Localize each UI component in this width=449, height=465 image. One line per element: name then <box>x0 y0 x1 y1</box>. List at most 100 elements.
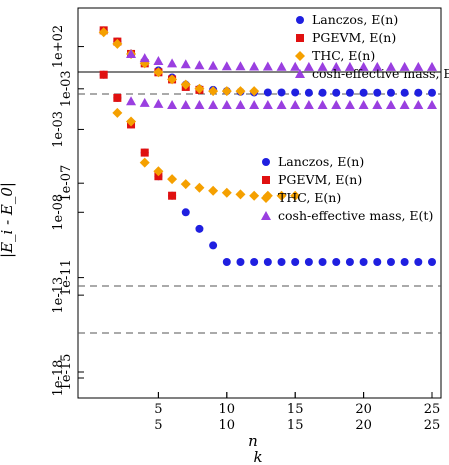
data-point <box>427 99 437 109</box>
legend: Lanczos, E(n) PGEVM, E(n) THC, E(n) cosh-ef… <box>295 12 449 81</box>
legend-marker <box>261 193 271 203</box>
x-tick-label: 5 <box>154 418 162 433</box>
legend-entry: cosh-effective mass, E(t) <box>312 66 449 81</box>
data-point <box>373 88 382 97</box>
data-point <box>235 61 246 71</box>
data-point <box>262 99 273 109</box>
data-point <box>318 88 327 97</box>
data-point <box>209 241 218 250</box>
data-point <box>98 27 109 38</box>
data-point <box>263 88 272 97</box>
data-point <box>386 88 395 97</box>
data-point <box>399 99 410 109</box>
data-point <box>180 59 191 69</box>
data-point <box>221 86 232 97</box>
data-point <box>208 86 219 97</box>
data-point <box>344 99 355 109</box>
data-point <box>221 99 232 109</box>
data-point <box>290 190 301 201</box>
data-point <box>181 208 190 217</box>
legend-marker <box>262 176 270 184</box>
data-point <box>139 97 150 107</box>
data-point <box>400 88 409 97</box>
y-tick-label: 1e-13 <box>51 277 66 314</box>
data-point <box>221 61 232 71</box>
data-point <box>386 258 395 266</box>
data-point <box>139 53 150 63</box>
data-point <box>345 258 354 266</box>
data-point <box>331 99 342 109</box>
data-point <box>331 61 342 71</box>
series-1-2 <box>112 107 301 201</box>
data-point <box>112 38 123 49</box>
data-point <box>167 74 178 85</box>
data-point <box>277 88 286 97</box>
x-tick-label: 10 <box>219 402 236 417</box>
legend-marker <box>295 69 305 78</box>
data-point <box>153 166 164 177</box>
data-point <box>413 61 424 71</box>
y-tick-label: 1e-03 <box>59 70 74 107</box>
data-point <box>99 70 108 79</box>
data-point <box>167 58 178 68</box>
data-point <box>290 61 301 71</box>
legend-marker <box>296 16 304 24</box>
data-point <box>153 67 164 78</box>
x-tick-label: 25 <box>424 402 441 417</box>
data-point <box>276 61 287 71</box>
data-point <box>317 99 328 109</box>
data-point <box>139 157 150 168</box>
data-point <box>372 99 383 109</box>
data-point <box>208 185 219 196</box>
data-point <box>249 99 260 109</box>
data-point <box>168 191 177 200</box>
data-point <box>276 190 287 201</box>
data-point <box>385 61 396 71</box>
data-point <box>250 258 259 266</box>
legend-entry: PGEVM, E(n) <box>312 30 396 45</box>
legend-marker <box>295 51 305 61</box>
legend-entry: THC, E(n) <box>278 190 341 205</box>
data-point <box>126 96 137 106</box>
x-tick-label: 15 <box>287 418 304 433</box>
x-tick-label: 20 <box>355 418 372 433</box>
data-point <box>304 88 313 97</box>
legend-entry: cosh-effective mass, E(t) <box>278 208 433 223</box>
data-point <box>249 61 260 71</box>
data-point <box>414 88 423 97</box>
data-point <box>413 99 424 109</box>
data-point <box>167 99 178 109</box>
y-tick-label: 1e-07 <box>59 165 74 202</box>
y-tick-label: 1e-18 <box>51 360 66 397</box>
data-point <box>373 258 382 266</box>
data-point <box>167 174 178 185</box>
data-point <box>194 60 205 70</box>
data-point <box>359 88 368 97</box>
series-1-1 <box>99 70 177 200</box>
data-point <box>277 258 286 266</box>
data-point <box>222 258 231 266</box>
data-point <box>235 86 246 97</box>
legend: Lanczos, E(n) PGEVM, E(n) THC, E(n) cosh-ef… <box>261 154 433 223</box>
data-point <box>195 224 204 233</box>
data-point <box>428 258 436 266</box>
data-point <box>249 86 260 97</box>
data-point <box>194 99 205 109</box>
data-point <box>276 99 287 109</box>
data-point <box>345 88 354 97</box>
x-tick-label: 25 <box>424 418 441 433</box>
data-point <box>235 189 246 200</box>
series-1-3 <box>126 96 437 109</box>
data-point <box>235 99 246 109</box>
data-point <box>318 258 327 266</box>
x-tick-label: 15 <box>287 402 304 417</box>
data-point <box>427 61 437 71</box>
y-tick-label: 1e-03 <box>51 111 66 148</box>
series-0-2 <box>98 27 260 97</box>
data-point <box>291 88 300 97</box>
chart-marks <box>98 26 437 266</box>
x-tick-label: 20 <box>355 402 372 417</box>
data-point <box>372 61 383 71</box>
data-point <box>414 258 423 266</box>
